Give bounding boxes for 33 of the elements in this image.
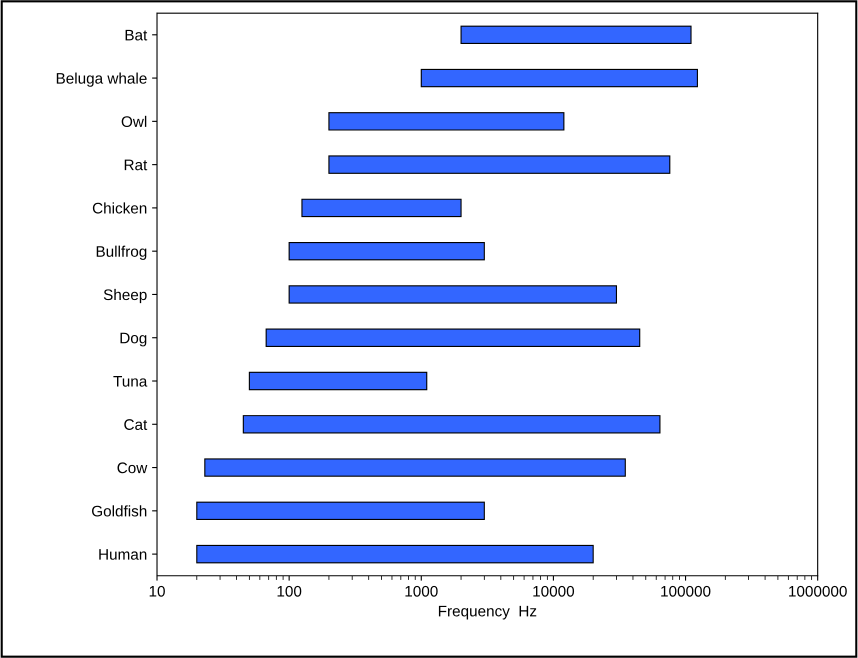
y-tick-label: Chicken bbox=[92, 202, 146, 214]
y-tick-label: Tuna bbox=[113, 376, 148, 387]
y-tick-label: Cat bbox=[124, 419, 148, 430]
y-tick-label: Cow bbox=[118, 462, 148, 474]
bar bbox=[328, 112, 564, 131]
y-tick-label: Sheep bbox=[104, 288, 147, 304]
x-tick-label: 100 bbox=[278, 586, 302, 597]
x-tick-label: 100000 bbox=[661, 586, 710, 597]
bar bbox=[204, 458, 626, 477]
bar bbox=[301, 198, 462, 218]
bar bbox=[266, 328, 640, 347]
x-tick-label: 10 bbox=[150, 586, 165, 597]
bar bbox=[196, 544, 594, 564]
x-axis-title: Frequency Hz bbox=[438, 606, 536, 620]
bar bbox=[196, 502, 485, 520]
y-tick-label: Owl bbox=[122, 116, 146, 128]
x-tick-label: 10000 bbox=[533, 586, 574, 597]
y-tick-label: Human bbox=[99, 549, 146, 560]
y-tick-label: Dog bbox=[120, 332, 146, 346]
bar bbox=[242, 415, 660, 434]
y-tick-label: Rat bbox=[124, 160, 148, 170]
y-tick-label: Bat bbox=[126, 30, 148, 40]
x-tick-label: 1000 bbox=[405, 586, 438, 597]
bar bbox=[460, 26, 692, 44]
y-tick-label: Beluga whale bbox=[56, 72, 147, 87]
bar bbox=[288, 285, 618, 304]
x-tick-label: 1000000 bbox=[789, 586, 847, 597]
bar bbox=[248, 372, 428, 390]
bar bbox=[328, 155, 670, 174]
y-tick-label: Goldfish bbox=[92, 505, 146, 517]
bar bbox=[288, 242, 485, 260]
bar bbox=[420, 68, 698, 88]
y-tick-label: Bullfrog bbox=[96, 246, 146, 260]
